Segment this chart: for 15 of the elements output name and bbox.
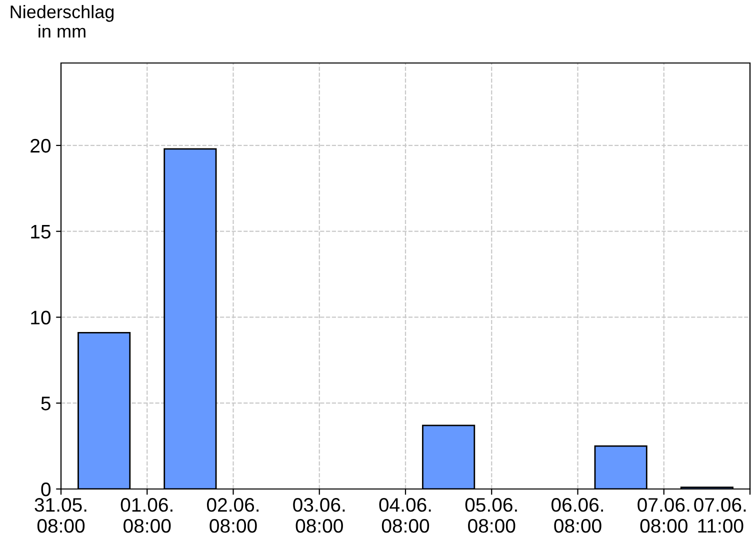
text: 07.06. 08:00 [638, 498, 690, 533]
text: 03.06. 08:00 [293, 498, 345, 533]
text: 02.06. 08:00 [206, 498, 259, 533]
y-tick-label: 5 [41, 396, 50, 410]
text: 05.06. 08:00 [465, 498, 517, 533]
text: 31.05. 08:00 [34, 498, 86, 533]
text: 06.06. 08:00 [551, 498, 604, 533]
text: 01.06. 08:00 [120, 498, 172, 533]
text: 07.06. 11:00 [694, 498, 746, 533]
y-tick-label: 20 [30, 138, 51, 153]
y-tick-label: 0 [41, 482, 51, 496]
y-tick-label: 15 [31, 225, 50, 239]
y-axis-title: Niederschlag in mm [10, 5, 114, 38]
y-tick-label: 10 [31, 310, 51, 324]
text: 04.06. 08:00 [379, 498, 431, 533]
